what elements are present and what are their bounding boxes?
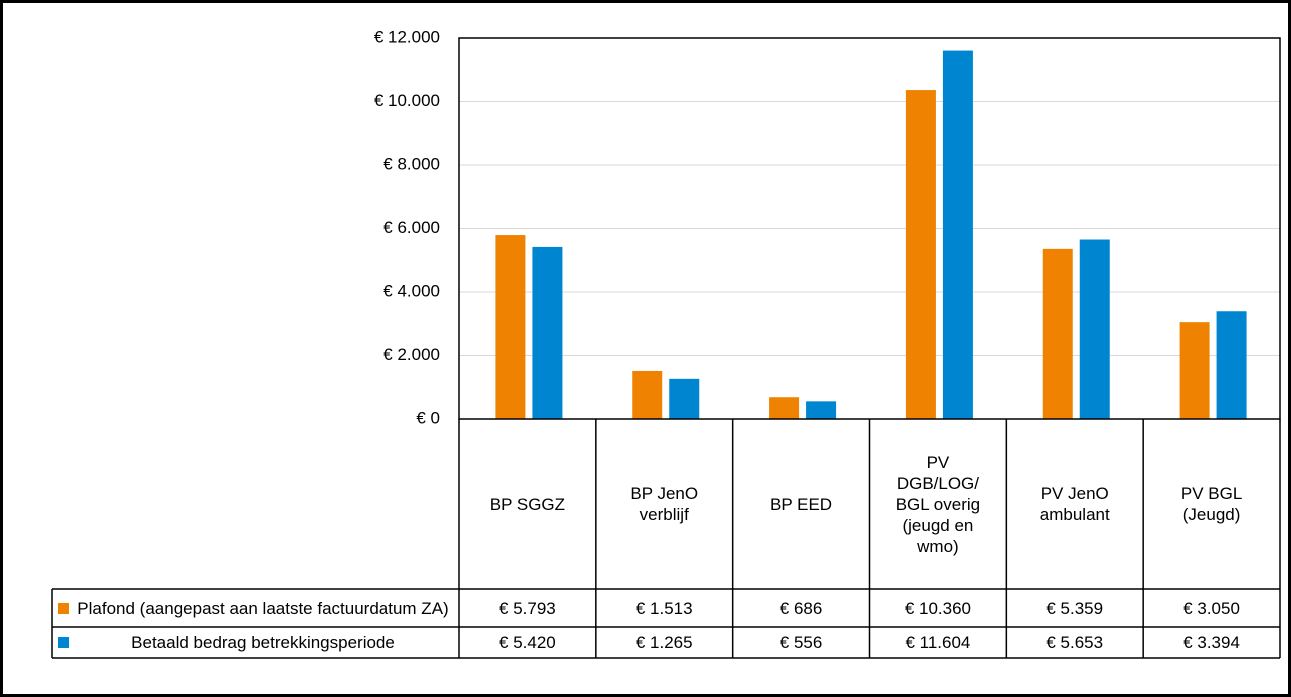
bar <box>769 397 800 419</box>
bar <box>495 235 526 419</box>
bar <box>905 90 936 419</box>
bar <box>669 378 700 419</box>
data-label: € 10.360 <box>904 598 971 618</box>
category-label: PV JenO ambulant <box>1039 484 1110 524</box>
y-tick-label: € 4.000 <box>383 281 440 300</box>
data-label: € 556 <box>779 633 823 652</box>
data-label: € 1.265 <box>635 633 693 652</box>
bar <box>632 370 663 419</box>
legend-entry: Plafond (aangepast aan laatste factuurda… <box>52 589 459 627</box>
y-tick-label: € 10.000 <box>374 91 440 110</box>
data-label: € 5.420 <box>499 633 556 652</box>
data-label: € 11.604 <box>905 633 971 652</box>
category-label: PV BGL (Jeugd) <box>1180 484 1243 524</box>
y-tick-label: € 0 <box>416 408 440 427</box>
y-tick-label: € 8.000 <box>383 154 440 173</box>
data-label: € 3.050 <box>1183 598 1240 618</box>
y-tick-label: € 6.000 <box>383 218 440 237</box>
data-label: € 5.359 <box>1046 598 1104 618</box>
bar <box>1042 248 1073 419</box>
legend-key <box>58 637 69 648</box>
category-label: PV DGB/LOG/ BGL overig (jeugd en wmo) <box>895 452 981 556</box>
category-label: BP JenO verblijf <box>630 484 699 524</box>
data-label: € 5.653 <box>1046 633 1104 652</box>
data-label: € 3.394 <box>1183 633 1240 652</box>
bar <box>942 50 973 420</box>
bar <box>1179 322 1210 419</box>
legend-label: Plafond (aangepast aan laatste factuurda… <box>77 598 449 618</box>
category-label: BP EED <box>770 494 833 514</box>
y-tick-label: € 2.000 <box>383 345 440 364</box>
data-label: € 1.513 <box>635 598 693 618</box>
data-label: € 5.793 <box>499 598 556 618</box>
legend-key <box>58 602 69 614</box>
bar <box>1216 311 1247 419</box>
y-tick-label: € 12.000 <box>374 27 440 46</box>
bar <box>1079 239 1110 419</box>
bar <box>806 401 837 419</box>
legend-entry: Betaald bedrag betrekkingsperiode <box>52 627 459 658</box>
legend-label: Betaald bedrag betrekkingsperiode <box>131 633 395 652</box>
category-label: BP SGGZ <box>489 494 566 514</box>
bar <box>532 246 563 419</box>
data-label: € 686 <box>779 598 823 618</box>
